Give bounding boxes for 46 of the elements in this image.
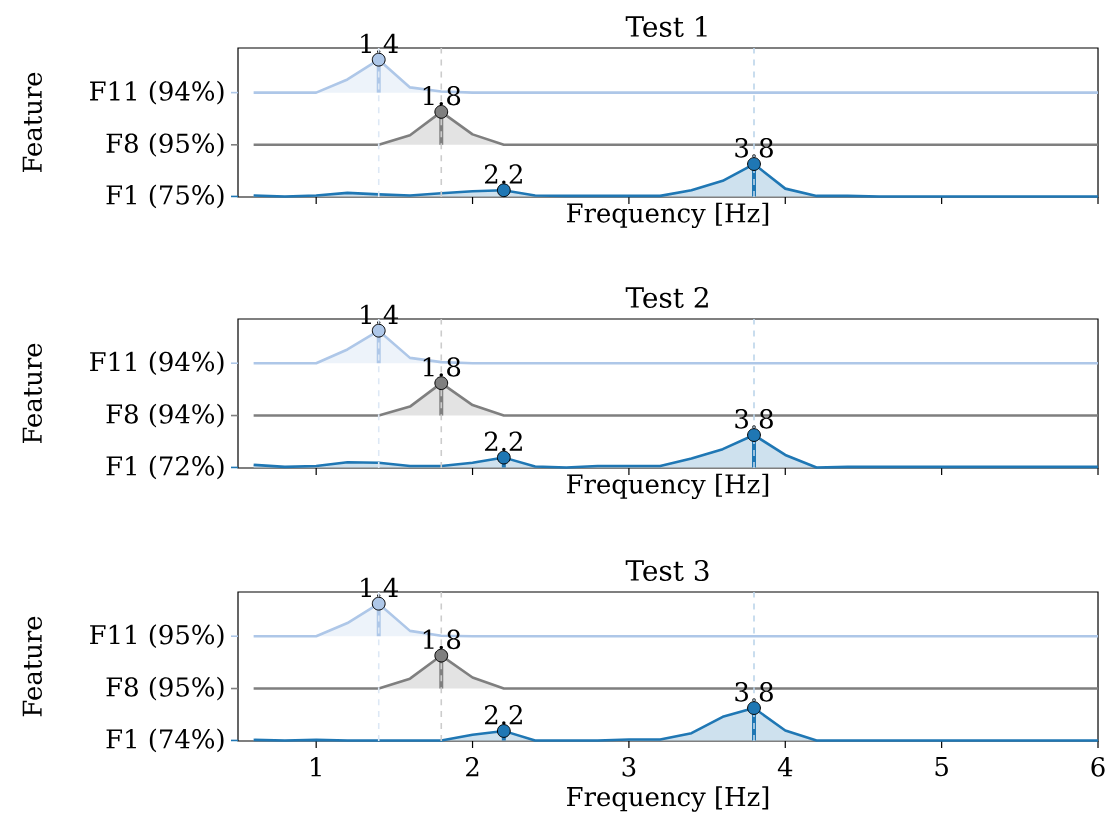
legend-label: F1 (74%) (106, 728, 224, 753)
legend-label: F11 (94%) (90, 351, 224, 376)
x-tick-label: 1 (311, 757, 321, 777)
point (496, 183, 511, 198)
annotation: 2.2 (484, 705, 522, 725)
point (371, 596, 386, 611)
y-axis-title: Feature (22, 616, 42, 717)
y-axis-title: Feature (22, 343, 42, 444)
x-tick-label: 4 (777, 757, 793, 777)
point (434, 376, 449, 391)
point (371, 52, 386, 67)
point (747, 428, 761, 442)
x-axis-title: Frequency [Hz] (567, 473, 769, 500)
y-axis-title: Feature (22, 72, 42, 173)
annotation: 2.2 (484, 431, 522, 452)
legend-label: F11 (94%) (90, 80, 224, 105)
chart-title: Test 2 (625, 286, 708, 309)
annotation: 1.4 (361, 33, 399, 54)
annotation: 1.8 (423, 629, 461, 650)
x-axis-title: Frequency [Hz] (567, 202, 769, 229)
chart-title: Test 1 (625, 15, 707, 38)
x-tick-label: 2 (466, 757, 479, 777)
point (496, 724, 511, 738)
x-axis-title: Frequency [Hz] (567, 786, 769, 812)
x-tick-label: 6 (1091, 757, 1105, 777)
point (496, 450, 511, 465)
legend-label: F1 (72%) (106, 455, 224, 480)
annotation: 1.4 (361, 304, 399, 325)
legend-label: F8 (95%) (106, 676, 224, 701)
legend-label: F8 (94%) (106, 403, 224, 428)
annotation: 3.8 (735, 409, 773, 429)
legend-label: F8 (95%) (106, 132, 224, 157)
annotation: 3.8 (735, 682, 773, 702)
legend-label: F1 (75%) (106, 184, 224, 209)
x-tick-label: 3 (622, 757, 636, 777)
point (747, 701, 761, 715)
annotation: 1.4 (361, 577, 399, 598)
annotation: 3.8 (735, 138, 773, 158)
chart-title: Test 3 (625, 559, 709, 582)
x-tick-label: 5 (935, 757, 948, 777)
annotation: 2.2 (484, 164, 522, 184)
annotation: 1.8 (423, 357, 461, 377)
legend-label: F11 (95%) (90, 624, 224, 649)
point (371, 323, 386, 338)
annotation: 1.8 (423, 85, 461, 106)
point (747, 157, 761, 171)
